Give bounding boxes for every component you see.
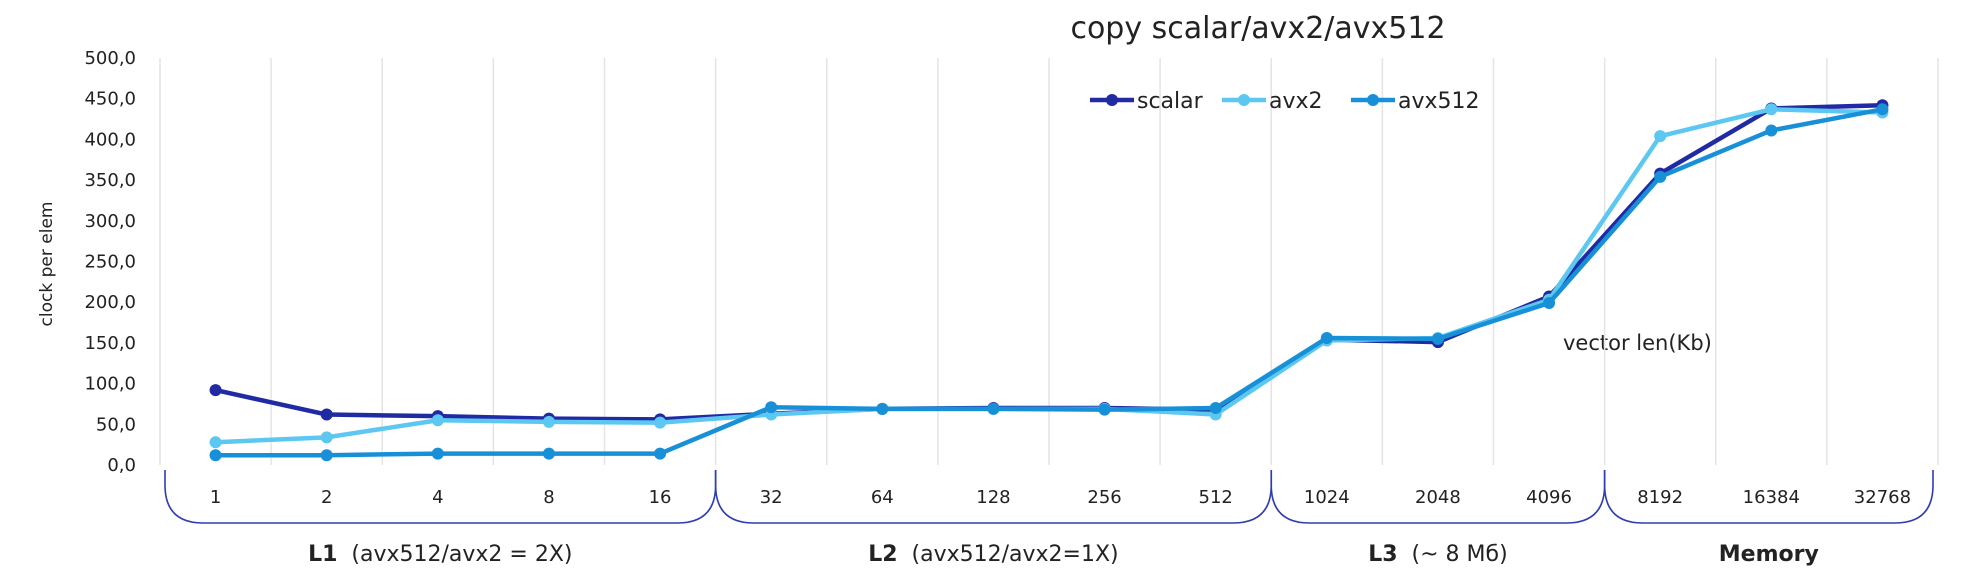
grid-lines — [159, 58, 1939, 465]
x-tick-label: 32 — [760, 487, 783, 508]
data-point-avx512 — [1654, 170, 1667, 183]
x-tick-label: 1 — [210, 487, 221, 508]
group-label-note: (~ 8 Mб) — [1398, 542, 1508, 567]
data-point-avx2 — [431, 414, 444, 427]
x-tick-label: 16 — [649, 487, 672, 508]
y-tick-label: 400,0 — [84, 129, 136, 150]
data-point-avx512 — [1209, 402, 1222, 415]
y-axis-label: clock per elem — [37, 202, 57, 327]
group-bracket — [714, 470, 1273, 524]
y-tick-label: 500,0 — [84, 48, 136, 69]
data-point-avx2 — [209, 436, 222, 449]
y-tick-label: 250,0 — [84, 252, 136, 273]
x-tick-label: 128 — [976, 487, 1010, 508]
legend-item-avx2: avx2 — [1222, 89, 1323, 114]
legend-item-avx512: avx512 — [1351, 89, 1480, 114]
series-lines — [209, 99, 1889, 462]
data-point-avx512 — [542, 447, 555, 460]
data-point-scalar — [209, 384, 222, 397]
data-point-avx2 — [1765, 103, 1778, 116]
annotation-vector-len: vector len(Kb) — [1563, 331, 1712, 355]
data-point-avx2 — [654, 416, 667, 429]
data-point-avx512 — [765, 401, 778, 414]
group-label-name: Memory — [1719, 542, 1819, 567]
y-tick-label: 450,0 — [84, 89, 136, 110]
y-tick-label: 350,0 — [84, 170, 136, 191]
cache-level-groups: L1 (avx512/avx2 = 2X) L2 (avx512/avx2=1X)… — [164, 470, 1934, 567]
data-point-scalar — [320, 408, 333, 421]
group-label: L1 (avx512/avx2 = 2X) — [308, 542, 572, 567]
group-bracket — [1270, 470, 1606, 524]
y-tick-label: 300,0 — [84, 211, 136, 232]
data-point-avx512 — [1431, 332, 1444, 345]
data-point-avx512 — [987, 402, 1000, 415]
data-point-avx512 — [1765, 124, 1778, 137]
x-tick-label: 256 — [1087, 487, 1121, 508]
y-tick-label: 0,0 — [107, 455, 136, 476]
series-avx512 — [209, 103, 1889, 462]
group-label-note: (avx512/avx2=1X) — [898, 542, 1119, 567]
x-tick-label: 4 — [432, 487, 443, 508]
group-label-name: L2 — [868, 542, 897, 567]
y-axis-ticks: 0,0 50,0 100,0 150,0 200,0 250,0 300,0 350,0 400… — [84, 48, 136, 476]
data-point-avx512 — [654, 447, 667, 460]
legend-swatch-marker — [1238, 94, 1250, 106]
group-bracket — [164, 470, 717, 524]
data-point-avx512 — [1098, 403, 1111, 416]
y-tick-label: 200,0 — [84, 292, 136, 313]
x-tick-label: 2 — [321, 487, 332, 508]
group-label-name: L1 — [308, 542, 337, 567]
legend-label: avx512 — [1398, 89, 1480, 114]
group-label: L3 (~ 8 Mб) — [1368, 542, 1507, 567]
data-point-avx2 — [542, 415, 555, 428]
legend-swatch-marker — [1367, 94, 1379, 106]
y-tick-label: 50,0 — [96, 414, 136, 435]
data-point-avx2 — [320, 431, 333, 444]
legend-item-scalar: scalar — [1090, 89, 1204, 114]
group-label: L2 (avx512/avx2=1X) — [868, 542, 1118, 567]
x-tick-label: 8 — [543, 487, 554, 508]
data-point-avx512 — [1543, 297, 1556, 310]
x-tick-label: 1024 — [1304, 487, 1350, 508]
y-tick-label: 150,0 — [84, 333, 136, 354]
data-point-avx512 — [1876, 103, 1889, 116]
series-line-avx512 — [215, 107, 1883, 458]
legend-label: scalar — [1137, 89, 1204, 114]
x-tick-label: 32768 — [1854, 487, 1911, 508]
legend-swatch-marker — [1106, 94, 1118, 106]
legend: scalar avx2 avx512 — [1090, 89, 1480, 114]
x-tick-label: 8192 — [1637, 487, 1683, 508]
group-bracket — [1603, 470, 1934, 524]
data-point-avx2 — [1654, 130, 1667, 143]
data-point-avx512 — [320, 449, 333, 462]
y-tick-label: 100,0 — [84, 374, 136, 395]
chart-title: copy scalar/avx2/avx512 — [1070, 11, 1445, 46]
x-axis-ticks: 1 2 4 8 16 32 64 128 256 512 1024 2048 4096 8192 16384… — [210, 487, 1911, 508]
group-label-note: (avx512/avx2 = 2X) — [337, 542, 572, 567]
data-point-avx512 — [1320, 332, 1333, 345]
group-label: Memory — [1719, 542, 1819, 567]
group-label-name: L3 — [1368, 542, 1397, 567]
legend-label: avx2 — [1269, 89, 1323, 114]
data-point-avx512 — [876, 402, 889, 415]
x-tick-label: 16384 — [1743, 487, 1800, 508]
x-tick-label: 2048 — [1415, 487, 1461, 508]
data-point-avx512 — [431, 447, 444, 460]
x-tick-label: 64 — [871, 487, 894, 508]
data-point-avx512 — [209, 449, 222, 462]
x-tick-label: 4096 — [1526, 487, 1572, 508]
x-tick-label: 512 — [1199, 487, 1233, 508]
